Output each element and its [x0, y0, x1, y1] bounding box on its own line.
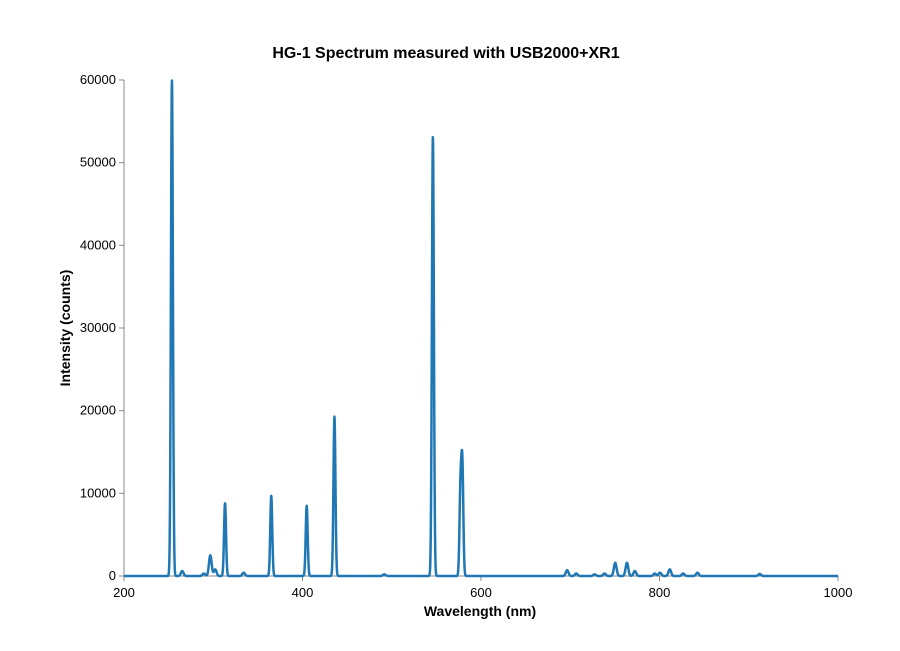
tick-labels: 0 10000 20000 30000 40000 50000 60000 200 400 600…	[80, 72, 853, 600]
x-tick-label: 1000	[824, 585, 853, 600]
x-axis-title: Wavelength (nm)	[424, 603, 536, 619]
y-tick-label: 30000	[80, 320, 116, 335]
y-tick-label: 50000	[80, 155, 116, 170]
axes	[119, 79, 839, 581]
y-axis-title: Intensity (counts)	[57, 270, 73, 387]
x-tick-label: 200	[113, 585, 135, 600]
x-tick-label: 400	[292, 585, 314, 600]
x-tick-label: 600	[470, 585, 492, 600]
y-tick-label: 60000	[80, 72, 116, 87]
chart-title: HG-1 Spectrum measured with USB2000+XR1	[272, 45, 619, 62]
y-tick-label: 10000	[80, 485, 116, 500]
y-tick-label: 0	[109, 568, 116, 583]
y-tick-label: 20000	[80, 403, 116, 418]
series-layer	[122, 79, 840, 578]
spectrum-line	[122, 79, 840, 578]
y-tick-label: 40000	[80, 237, 116, 252]
x-tick-label: 800	[649, 585, 671, 600]
